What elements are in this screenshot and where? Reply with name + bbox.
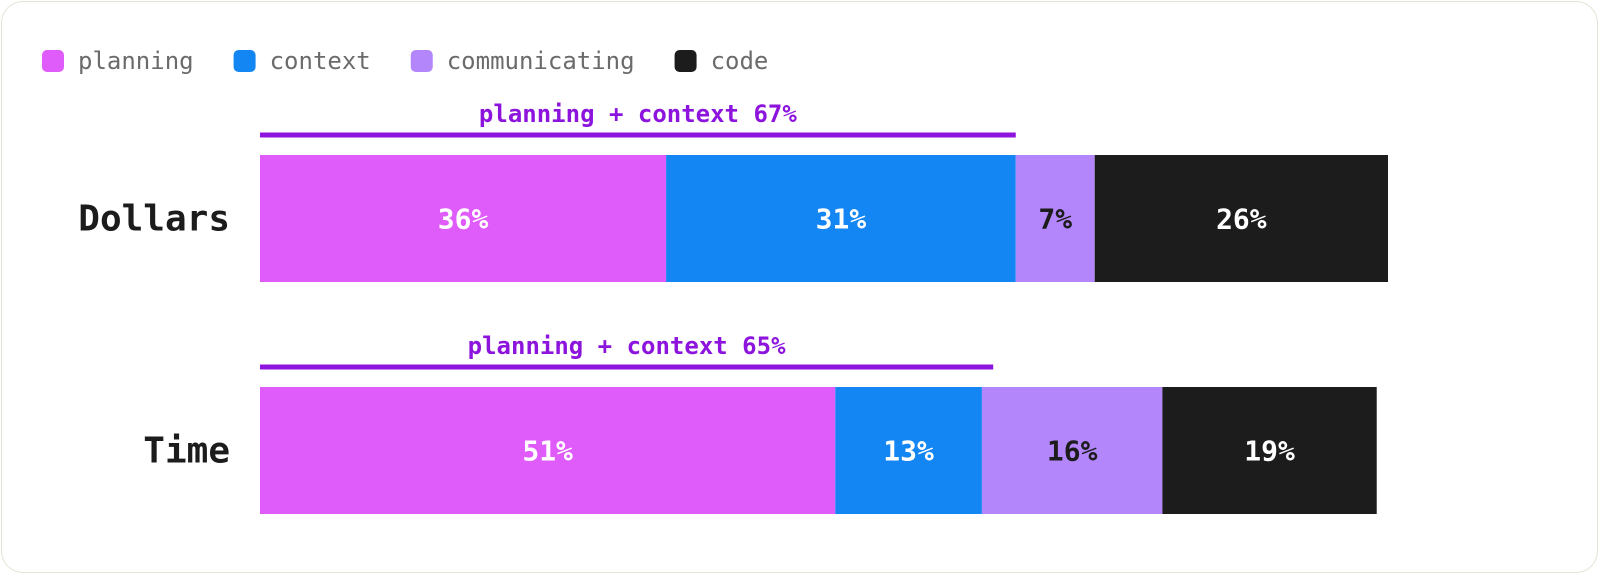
bar-segment-dollars-code (1094, 155, 1388, 282)
legend-label-context: context (270, 47, 371, 75)
legend-swatch-context (233, 50, 256, 72)
legend-swatch-planning (42, 50, 64, 72)
legend-label-code: code (711, 47, 769, 75)
data-label-dollars-code: 26% (1216, 203, 1267, 236)
row-label-dollars: Dollars (78, 199, 230, 240)
bar-segment-dollars-context (666, 155, 1016, 282)
data-label-time-planning: 51% (522, 435, 573, 468)
legend-swatch-communicating (410, 50, 433, 72)
bar-segment-dollars-planning (260, 155, 667, 282)
legend-label-communicating: communicating (447, 47, 635, 75)
data-label-dollars-context: 31% (816, 203, 867, 236)
bar-segment-time-code (1162, 387, 1377, 514)
legend-swatch-code (674, 50, 697, 72)
bar-segment-time-planning (260, 387, 836, 514)
data-label-time-communicating: 16% (1047, 435, 1098, 468)
legend-label-planning: planning (78, 47, 194, 75)
row-label-time: Time (143, 431, 230, 472)
data-label-time-code: 19% (1244, 435, 1295, 468)
bar-segment-dollars-communicating (1015, 155, 1095, 282)
annotation-label-time: planning + context 65% (468, 332, 786, 360)
annotation-label-dollars: planning + context 67% (479, 100, 797, 128)
bar-segment-time-communicating (981, 387, 1163, 514)
bar-segment-time-context (835, 387, 982, 514)
data-label-dollars-planning: 36% (438, 203, 489, 236)
data-label-dollars-communicating: 7% (1038, 203, 1072, 236)
data-label-time-context: 13% (883, 435, 934, 468)
